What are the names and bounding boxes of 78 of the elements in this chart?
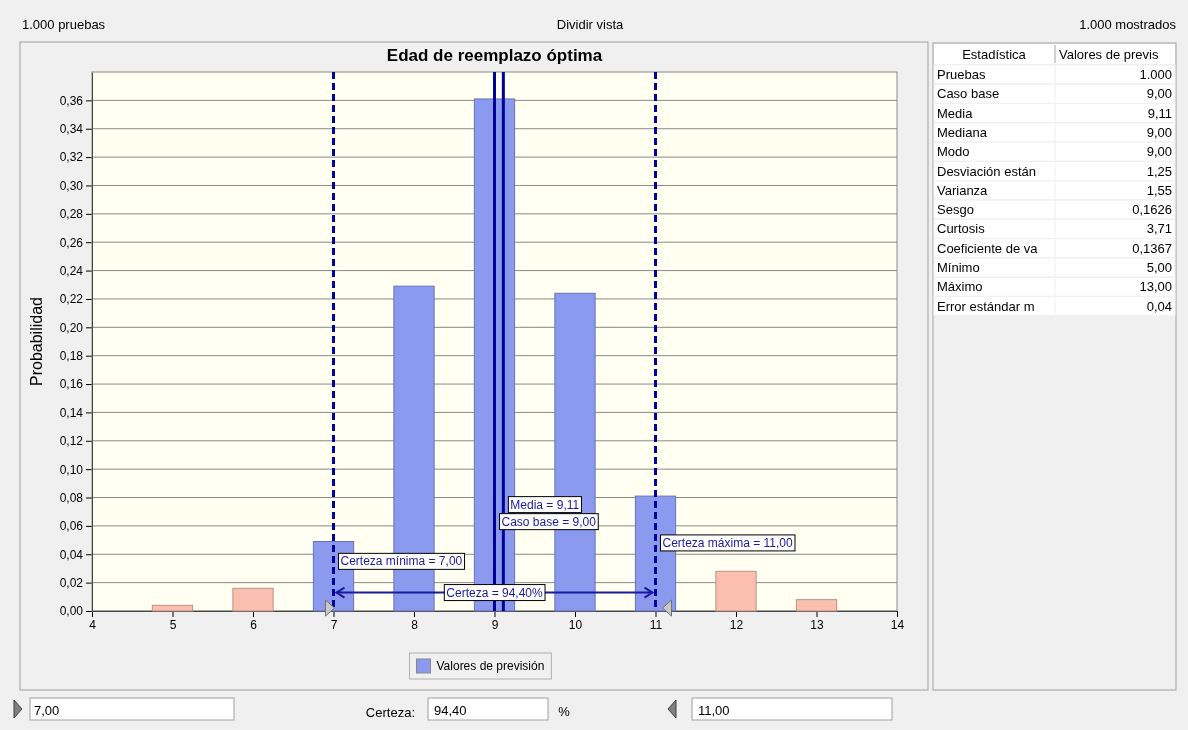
category-label: Varianza (937, 182, 989, 198)
y-tick-label: 0,02 (59, 575, 84, 590)
ref-line-label: Caso base = 9,00 (501, 514, 597, 529)
text: 13,00 (1139, 279, 1172, 295)
ref-line-label: Certeza mínima = 7,00 (340, 554, 463, 569)
y-tick-label: 0,08 (59, 490, 84, 505)
x-tick-label: 8 (411, 617, 419, 632)
text: 3,71 (1146, 221, 1172, 237)
x-tick-label: 12 (729, 617, 744, 632)
chart-title: Edad de reemplazo óptima (386, 46, 603, 65)
y-tick-label: 0,00 (59, 604, 84, 619)
x-tick-label: 10 (568, 617, 583, 632)
bar (715, 570, 757, 612)
text: 9,11 (1147, 105, 1172, 121)
x-tick-label: 13 (810, 617, 824, 632)
text: 94,40 (434, 703, 467, 718)
x-tick-label: 6 (250, 617, 258, 632)
y-tick-label: 0,30 (59, 178, 84, 193)
text: 1.000 mostrados (1079, 17, 1177, 32)
text: 11,00 (698, 703, 730, 718)
x-tick-label: 5 (169, 617, 177, 632)
y-tick-label: 0,14 (59, 405, 84, 420)
category-label: Mediana (937, 124, 988, 140)
bar (795, 599, 838, 612)
legend-label: Valores de previsión (436, 659, 545, 673)
y-tick-label: 0,24 (59, 263, 84, 278)
text: 1,55 (1146, 182, 1172, 198)
text: 1,25 (1146, 163, 1172, 179)
text: 9,00 (1146, 124, 1172, 140)
category-label: Caso base (937, 86, 1000, 102)
category-label: Sesgo (937, 202, 974, 218)
ref-line-label: Media = 9,11 (510, 497, 580, 512)
category-label: Error estándar m (937, 298, 1035, 314)
category-label: Mínimo (937, 260, 980, 275)
y-tick-label: 0,26 (59, 235, 84, 250)
bar (151, 604, 194, 612)
text: 5,00 (1146, 260, 1172, 275)
x-tick-label: 4 (89, 617, 97, 632)
y-tick-label: 0,10 (59, 462, 84, 477)
x-tick-label: 9 (491, 617, 499, 632)
text: 0,04 (1146, 298, 1172, 314)
x-tick-label: 14 (890, 617, 905, 632)
category-label: Desviación están (937, 163, 1036, 179)
y-tick-label: 0,32 (59, 150, 84, 165)
text: % (558, 704, 571, 719)
text: Certeza: (365, 705, 415, 720)
category-label: Curtosis (937, 221, 986, 237)
ref-line-label: Certeza máxima = 11,00 (662, 535, 793, 550)
text: 0,1626 (1132, 202, 1172, 218)
bar (232, 587, 274, 612)
text: 9,00 (1146, 86, 1172, 102)
text: 7,00 (34, 703, 60, 718)
text: Dividir vista (556, 17, 624, 32)
x-tick-label: 7 (330, 617, 338, 632)
text: 1.000 pruebas (22, 17, 106, 32)
y-tick-label: 0,04 (59, 547, 84, 562)
y-tick-label: 0,20 (59, 320, 84, 335)
text: Estadística (962, 47, 1027, 62)
y-axis-title: Probabilidad (28, 297, 45, 386)
y-tick-label: 0,36 (59, 93, 84, 108)
text: 0,1367 (1132, 240, 1172, 256)
category-label: Modo (937, 144, 970, 160)
category-label: Media (937, 105, 974, 121)
y-tick-label: 0,18 (59, 349, 84, 364)
text: Valores de previs (1059, 47, 1159, 62)
y-tick-label: 0,28 (59, 207, 84, 222)
category-label: Pruebas (937, 67, 986, 82)
y-tick-label: 0,22 (59, 292, 84, 307)
text: 1.000 (1139, 67, 1172, 82)
y-tick-label: 0,34 (59, 122, 84, 137)
y-tick-label: 0,12 (59, 434, 84, 449)
annotation: Certeza = 94,40% (446, 585, 544, 600)
category-label: Coeficiente de va (937, 240, 1039, 256)
y-tick-label: 0,16 (59, 377, 84, 392)
x-tick-label: 11 (649, 617, 663, 632)
category-label: Máximo (937, 279, 983, 295)
text: 9,00 (1146, 144, 1172, 160)
y-tick-label: 0,06 (59, 519, 84, 534)
